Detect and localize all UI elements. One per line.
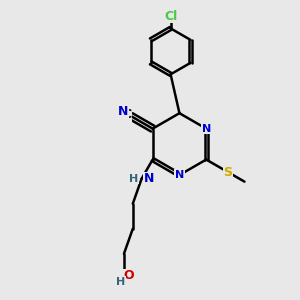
- Text: O: O: [123, 269, 134, 282]
- Text: C: C: [122, 108, 131, 121]
- Text: H: H: [116, 277, 126, 287]
- Text: N: N: [175, 170, 184, 180]
- Text: Cl: Cl: [164, 10, 177, 22]
- Text: N: N: [202, 124, 211, 134]
- Text: N: N: [144, 172, 154, 185]
- Text: S: S: [224, 166, 232, 178]
- Text: H: H: [129, 174, 138, 184]
- Text: N: N: [118, 105, 128, 118]
